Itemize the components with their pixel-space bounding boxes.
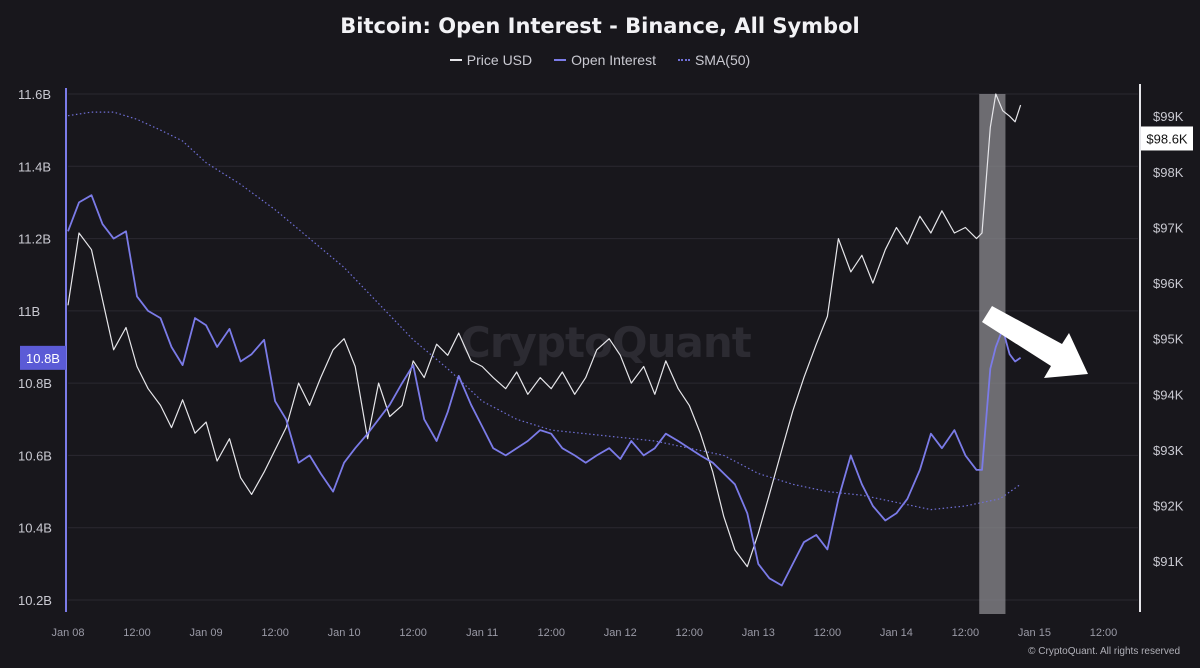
legend: Price USD Open Interest SMA(50) — [0, 52, 1200, 68]
y-right-tick-label: $93K — [1153, 443, 1184, 458]
legend-item-price[interactable]: Price USD — [449, 52, 533, 68]
legend-label-open-interest: Open Interest — [571, 52, 656, 68]
legend-swatch-open-interest — [554, 59, 567, 61]
y-right-tick-label: $95K — [1153, 332, 1184, 347]
x-tick-label: 12:00 — [676, 627, 704, 639]
x-tick-label: 12:00 — [814, 627, 842, 639]
y-left-tick-label: 10.8B — [18, 376, 52, 391]
x-tick-label: Jan 15 — [1018, 627, 1051, 639]
price-line — [67, 93, 1022, 568]
y-left-tick-label: 10.6B — [18, 448, 52, 463]
x-tick-label: Jan 12 — [604, 627, 637, 639]
last-value-label-oi: 10.8B — [26, 351, 60, 366]
x-tick-label: Jan 08 — [51, 627, 84, 639]
footer-copyright: © CryptoQuant. All rights reserved — [1028, 646, 1180, 657]
legend-item-open-interest[interactable]: Open Interest — [554, 52, 656, 68]
arrow-icon — [982, 306, 1088, 378]
last-value-badge-oi — [20, 345, 66, 370]
x-tick-label: 12:00 — [952, 627, 980, 639]
y-right-tick-label: $97K — [1153, 220, 1184, 235]
x-tick-label: 12:00 — [399, 627, 427, 639]
y-right-tick-label: $96K — [1153, 276, 1184, 291]
arrow-annotation — [982, 306, 1088, 378]
x-tick-label: Jan 14 — [880, 627, 913, 639]
y-right-tick-label: $99K — [1153, 109, 1184, 124]
x-tick-label: Jan 13 — [742, 627, 775, 639]
y-right-tick-label: $94K — [1153, 387, 1184, 402]
y-left-tick-label: 10.4B — [18, 521, 52, 536]
legend-item-sma[interactable]: SMA(50) — [677, 52, 751, 68]
watermark-logo: CryptoQuant — [460, 318, 752, 367]
gridlines — [68, 93, 1138, 601]
plot-area — [67, 93, 1022, 587]
y-right-tick-label: $98K — [1153, 165, 1184, 180]
highlight-band — [979, 94, 1006, 614]
y-right-tick-label: $92K — [1153, 498, 1184, 513]
legend-label-price: Price USD — [466, 52, 533, 68]
y-left-tick-label: 11B — [18, 304, 40, 319]
x-tick-label: Jan 11 — [466, 627, 498, 639]
legend-label-sma: SMA(50) — [694, 52, 751, 68]
chart-title: Bitcoin: Open Interest - Binance, All Sy… — [340, 14, 860, 38]
x-tick-label: Jan 10 — [328, 627, 361, 639]
y-left-tick-label: 11.2B — [18, 232, 51, 247]
sma-line — [67, 111, 1021, 511]
axes: 11.6B 11.4B 11.2B 11B 10.8B 10.6B 10.4B 10.2B $9… — [18, 84, 1193, 639]
y-left-tick-label: 11.4B — [18, 159, 51, 174]
open-interest-line — [67, 194, 1022, 587]
last-value-badge-price — [1141, 126, 1193, 151]
legend-swatch-sma — [677, 59, 690, 61]
x-tick-label: 12:00 — [123, 627, 151, 639]
y-left-tick-label: 11.6B — [18, 87, 51, 102]
y-left-tick-label: 10.2B — [18, 593, 52, 608]
x-tick-label: Jan 09 — [190, 627, 223, 639]
x-tick-label: 12:00 — [1090, 627, 1118, 639]
legend-swatch-price — [449, 59, 462, 61]
y-right-tick-label: $91K — [1153, 554, 1184, 569]
x-tick-label: 12:00 — [261, 627, 289, 639]
x-tick-label: 12:00 — [537, 627, 565, 639]
last-value-label-price: $98.6K — [1146, 131, 1188, 146]
